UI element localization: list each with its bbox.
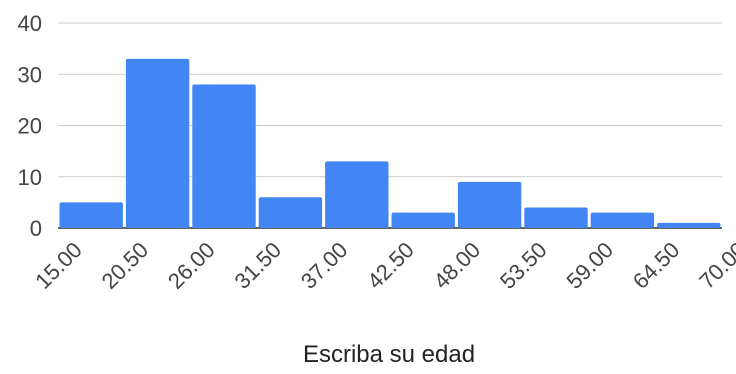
histogram-bar [59,202,123,228]
x-tick-label: 42.50 [362,237,419,294]
histogram-bar [125,58,190,228]
bars [59,58,721,228]
histogram-bar [192,84,256,228]
histogram-bar [457,181,522,228]
y-axis-ticks: 0 10 20 30 40 [18,11,42,241]
y-tick-label: 30 [18,62,42,87]
histogram-bar [391,212,455,228]
histogram-bar [657,222,721,228]
x-tick-label: 48.00 [429,237,486,294]
x-tick-label: 53.50 [495,237,552,294]
x-tick-label: 70.00 [694,237,736,294]
histogram-bar [524,207,588,228]
y-tick-label: 20 [18,114,42,139]
y-tick-label: 40 [18,11,42,36]
histogram-bar [258,197,323,228]
x-tick-label: 26.00 [163,237,220,294]
x-tick-label: 64.50 [628,237,685,294]
histogram-bar [590,212,655,228]
histogram-bar [325,161,389,228]
y-tick-label: 10 [18,165,42,190]
x-tick-label: 15.00 [30,237,87,294]
x-axis-ticks: 15.00 20.50 26.00 31.50 37.00 42.50 48.00 53.50… [30,237,736,294]
x-axis-title: Escriba su edad [303,341,475,368]
x-tick-label: 59.00 [561,237,618,294]
x-tick-label: 20.50 [97,237,154,294]
y-tick-label: 0 [30,216,42,241]
x-tick-label: 37.00 [296,237,353,294]
x-tick-label: 31.50 [229,237,286,294]
